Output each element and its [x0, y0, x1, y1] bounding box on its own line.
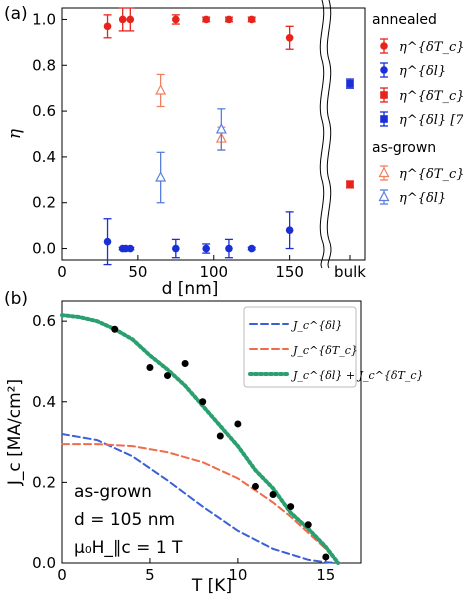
series-1-point — [202, 244, 210, 253]
panel-a: (a) 0.0 0.2 0.4 0.6 0.8 1.0 0 50 100 150 bulk η d… — [4, 0, 366, 299]
data-point — [181, 359, 189, 367]
data-point — [322, 553, 330, 561]
series-0-point — [126, 15, 135, 24]
series-1-point — [225, 244, 233, 253]
x-tick-label: 150 — [275, 263, 304, 281]
series-0-point — [285, 33, 294, 42]
y-tick-label: 0.2 — [32, 194, 56, 212]
y-tick-label: 0.6 — [32, 102, 56, 120]
y-tick-label: 0.0 — [32, 554, 56, 572]
y-tick-label: 0.0 — [32, 240, 56, 258]
data-point — [164, 372, 172, 380]
panel-b-annotations: as-grown d = 105 nm μ₀H_∥c = 1 T — [74, 482, 183, 558]
data-point — [216, 432, 224, 440]
curve-2 — [60, 313, 341, 565]
series-5-point — [155, 171, 167, 182]
series-0-point — [172, 15, 180, 24]
panel-b-ylabel: J_c [MA/cm²] — [5, 379, 25, 486]
panel-a-label: (a) — [4, 4, 28, 24]
curve-0 — [61, 433, 340, 564]
data-point — [146, 364, 154, 372]
legend-marker — [380, 66, 388, 74]
legend-marker — [378, 166, 390, 178]
curve-1 — [61, 443, 340, 564]
annotation-sample: as-grown — [74, 482, 152, 502]
y-tick-label: 0.8 — [32, 56, 56, 74]
x-tick-label: 5 — [145, 566, 155, 584]
legend-label: J_c^{δl} + J_c^{δT_c} — [291, 369, 424, 382]
panel-b: (b) 0.0 0.2 0.4 0.6 0 5 10 15 J_c [MA/cm²] T [… — [4, 289, 424, 596]
legend-label: η^{δl} — [399, 64, 446, 79]
x-tick-label: 100 — [199, 263, 228, 281]
series-1-point — [103, 237, 112, 246]
legend-label: η^{δT_c} — [399, 167, 463, 182]
series-3-point — [346, 79, 354, 88]
panel-a-ylabel: η — [5, 128, 25, 139]
legend-label: η^{δT_c} — [399, 40, 463, 55]
series-0-point — [103, 22, 112, 31]
panel-b-label: (b) — [4, 289, 28, 309]
series-1-point — [126, 244, 135, 253]
series-5-point — [215, 123, 227, 134]
data-point — [234, 420, 242, 428]
legend-marker — [380, 91, 388, 99]
series-4-point — [155, 84, 167, 95]
series-0-point — [225, 15, 233, 24]
axis-break-line-left — [319, 0, 325, 269]
data-point — [199, 398, 207, 406]
x-tick-label: 15 — [316, 566, 335, 584]
panel-b-xlabel: T [K] — [191, 576, 232, 596]
data-point — [251, 482, 259, 490]
annotation-field: μ₀H_∥c = 1 T — [74, 538, 183, 558]
series-1-point — [285, 226, 294, 235]
legend-label: η^{δl} — [399, 191, 446, 206]
panel-b-legend: J_c^{δl} J_c^{δT_c} J_c^{δl} + J_c^{δT_c} — [243, 306, 424, 388]
legend-label: J_c^{δT_c} — [291, 344, 358, 357]
legend-marker — [380, 115, 388, 123]
panel-b-axes — [61, 300, 362, 564]
data-point — [287, 503, 295, 511]
y-tick-label: 0.6 — [32, 312, 56, 330]
panel-b-legend-box — [243, 306, 357, 388]
legend-header-as-grown: as-grown — [372, 140, 436, 156]
series-2-point — [346, 180, 354, 189]
series-1-point — [172, 244, 180, 253]
axis-break-line-right — [326, 0, 332, 269]
legend-label: η^{δl} [7] — [399, 113, 463, 128]
series-1-point — [247, 244, 256, 253]
series-0-point — [118, 15, 127, 24]
data-point — [111, 325, 119, 333]
x-tick-label: 50 — [128, 263, 147, 281]
legend-marker — [378, 190, 390, 202]
panel-a-legend: annealed as-grown η^{δT_c} η^{δl} η^{δT_c}… — [372, 12, 463, 206]
data-point — [269, 490, 277, 498]
y-tick-label: 1.0 — [32, 10, 56, 28]
legend-marker — [380, 42, 388, 50]
legend-label: η^{δT_c} [7] — [399, 89, 463, 104]
series-0-point — [202, 15, 210, 24]
series-0-point — [247, 15, 256, 24]
x-tick-label: 0 — [57, 263, 67, 281]
panel-a-xlabel: d [nm] — [162, 279, 219, 299]
legend-label: J_c^{δl} — [291, 319, 342, 332]
y-tick-label: 0.4 — [32, 393, 56, 411]
x-tick-label-bulk: bulk — [334, 263, 366, 281]
y-tick-label: 0.4 — [32, 148, 56, 166]
annotation-thickness: d = 105 nm — [74, 510, 175, 530]
legend-header-annealed: annealed — [372, 12, 437, 28]
x-tick-label: 0 — [57, 566, 67, 584]
x-tick-label: 10 — [228, 566, 247, 584]
y-tick-label: 0.2 — [32, 473, 56, 491]
data-point — [304, 521, 312, 529]
